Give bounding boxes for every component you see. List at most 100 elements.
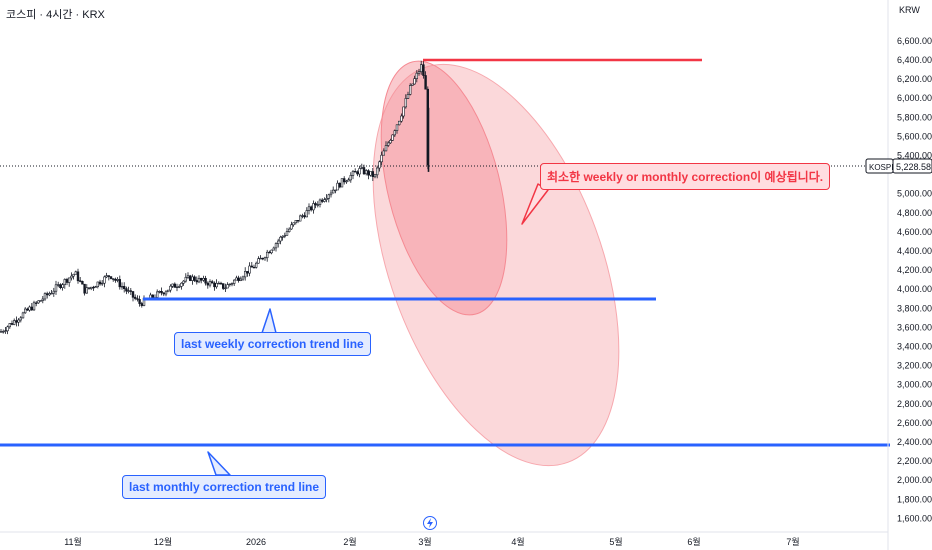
candle-body [206,282,209,286]
time-axis[interactable]: 11월 12월 2026 2월 3월 4월 5월 6월 7월 [0,531,888,547]
candle-body [334,189,337,192]
candle-body [290,224,293,230]
price-tick-label: 2,000.00 [897,475,932,485]
candle-body [301,215,304,217]
candle-body [8,323,11,328]
candle-body [274,243,278,249]
candle-body [397,120,401,126]
candle-body [19,317,22,321]
candle-body [246,271,249,274]
candle-body [178,286,181,288]
candle-body [202,277,205,281]
candle-body [70,275,73,279]
price-badge: 5,228.58 [896,162,931,172]
candle-body [136,298,139,300]
candle-body [175,286,179,288]
price-tick-label: 1,800.00 [897,494,932,504]
candle-body [90,286,93,289]
weekly-trend-callout[interactable]: last weekly correction trend line [174,332,371,356]
candle-body [415,72,418,79]
candle-body [167,289,170,293]
price-tick-label: 3,800.00 [897,303,932,313]
candle-body [1,331,5,333]
candle-body [173,283,176,288]
price-tick-label: 6,200.00 [897,74,932,84]
candle-body [323,199,326,202]
monthly-trend-callout[interactable]: last monthly correction trend line [122,475,327,499]
lightning-icon[interactable] [423,516,437,530]
candle-body [30,306,33,311]
candle-body [417,71,421,74]
candle-body [50,292,53,295]
candle-body [92,286,95,289]
correction-callout[interactable]: 최소한 weekly or monthly correction이 예상됩니다. [540,163,831,190]
candle-body [116,279,119,281]
candle-body [358,168,361,175]
candle-body [54,284,58,292]
candle-body [362,167,366,175]
candle-body [83,283,86,294]
price-tick-label: 3,000.00 [897,380,932,390]
candle-body [72,273,75,277]
candle-body [222,283,225,289]
candle-body [156,291,159,298]
candle-body [305,210,308,218]
candle-body [200,277,203,281]
candle-body [373,174,377,178]
candle-body [41,298,45,301]
price-tick-label: 2,200.00 [897,456,932,466]
price-axis[interactable]: KRW 6,600.00 6,400.00 6,200.00 6,000.00 5,80… [865,0,932,550]
symbol-badge: KOSPI [869,163,893,172]
time-tick-label: 3월 [418,536,431,547]
candle-body [327,194,330,199]
time-tick-label: 4월 [511,536,524,547]
candle-body [312,203,315,211]
candle-body [424,75,427,90]
candle-body [338,182,341,188]
candle-body [296,220,300,222]
candle-body [316,204,319,206]
candle-body [76,271,80,282]
candle-body [351,171,355,176]
candle-body [45,293,49,296]
candle-body [109,276,113,279]
candle-body [261,257,264,260]
time-tick-label: 6월 [687,536,700,547]
candle-body [32,302,36,311]
price-tick-label: 5,800.00 [897,112,932,122]
candle-body [263,257,267,260]
candle-body [162,292,165,295]
candle-body [400,115,403,122]
candle-body [184,276,187,282]
weekly-correction-zone [380,60,508,316]
candle-body [259,257,262,260]
candle-body [318,199,322,205]
candle-body [320,199,324,202]
price-tick-label: 4,400.00 [897,246,932,256]
price-tick-label: 6,600.00 [897,36,932,46]
candle-body [406,94,410,99]
candle-body [219,282,223,285]
candle-body [105,275,108,278]
candle-body [195,280,198,283]
price-tick-label: 3,600.00 [897,322,932,332]
candle-body [241,276,245,280]
candle-body [389,140,392,144]
candle-body [413,78,416,85]
candle-body [360,167,363,169]
candle-body [138,299,141,304]
monthly-callout-tail [207,451,231,476]
price-tick-label: 3,400.00 [897,342,932,352]
candle-body [268,251,271,254]
candle-body [131,291,135,298]
candle-body [224,287,227,290]
candle-body [279,236,282,242]
candle-body [395,124,399,132]
candle-body [21,312,25,319]
candle-body [215,282,218,288]
candle-body [211,281,214,284]
candle-body [63,279,67,285]
candle-body [248,265,251,274]
candle-body [237,277,240,281]
